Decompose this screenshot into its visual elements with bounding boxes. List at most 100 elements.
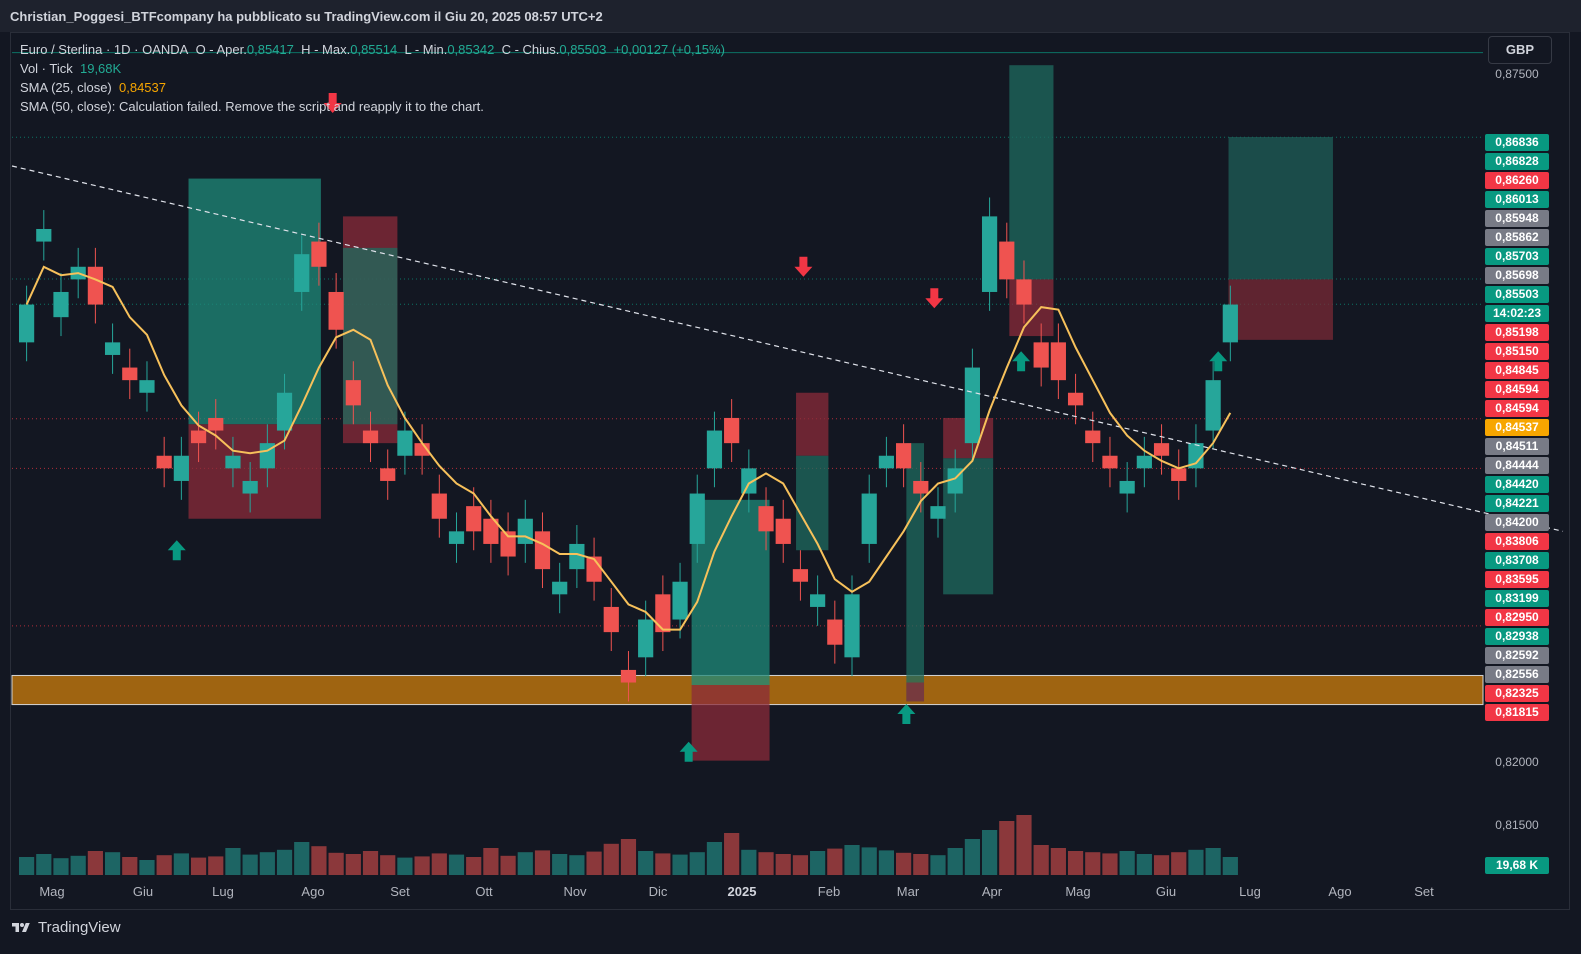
volume-bar <box>1085 852 1101 875</box>
x-tick-label: Set <box>390 884 410 899</box>
candle-body <box>156 455 172 469</box>
x-tick-label: Nov <box>563 884 587 899</box>
price-label: 0,85703 <box>1485 248 1549 265</box>
sma25-line <box>25 265 1232 631</box>
trade-box <box>691 685 770 761</box>
volume-bar <box>1205 848 1221 875</box>
candle-body <box>878 455 895 469</box>
candle-body <box>758 506 774 532</box>
arrow-down-icon <box>925 288 944 309</box>
candle-body <box>397 430 413 456</box>
volume-bar <box>190 857 207 875</box>
candle-body <box>1205 380 1221 431</box>
volume-bar <box>328 852 344 875</box>
volume-bar <box>724 833 740 875</box>
volume-bar <box>878 850 895 875</box>
x-tick-label: Feb <box>817 884 841 899</box>
candle-body <box>1119 480 1135 494</box>
candle-body <box>1222 304 1238 343</box>
price-label: 0,84420 <box>1485 476 1549 493</box>
candle-body <box>999 241 1015 280</box>
trade-box <box>1009 65 1054 280</box>
candle-body <box>741 468 757 494</box>
trade-box <box>188 178 321 425</box>
price-label: 0,82950 <box>1485 609 1549 626</box>
price-label: 0,85503 <box>1485 286 1549 303</box>
candle-body <box>1033 342 1049 368</box>
volume-bar <box>225 848 241 875</box>
volume-bar <box>104 852 121 875</box>
candle-body <box>930 506 946 519</box>
price-label: 0,83199 <box>1485 590 1549 607</box>
arrow-down-icon <box>794 256 813 277</box>
x-tick-label: Giu <box>1155 884 1177 899</box>
candle-body <box>87 266 103 305</box>
volume-bar <box>1188 849 1204 875</box>
candle-body <box>655 594 671 633</box>
candle-body <box>173 455 189 481</box>
footer-bar: TradingView <box>0 910 1581 954</box>
volume-bar <box>276 849 293 875</box>
price-label: 0,82556 <box>1485 666 1549 683</box>
candle-body <box>810 594 826 607</box>
trade-box <box>906 682 925 702</box>
price-label: 0,84537 <box>1485 419 1549 436</box>
x-tick-label: Lug <box>212 884 234 899</box>
candle-body <box>534 531 551 570</box>
legend-sma25-label: SMA (25, close) <box>20 80 112 95</box>
chart-legend: Euro / Sterlina · 1D · OANDA O - Aper.0,… <box>20 40 725 116</box>
currency-button[interactable]: GBP <box>1488 36 1552 64</box>
volume-bar <box>586 851 602 875</box>
candle-body <box>1153 443 1170 456</box>
arrow-up-icon <box>679 741 698 762</box>
candle-body <box>242 480 258 494</box>
price-label: 14:02:23 <box>1485 305 1549 322</box>
legend-symbol[interactable]: Euro / Sterlina · 1D · OANDA <box>20 42 189 57</box>
candle-body <box>276 392 293 431</box>
volume-bar <box>930 855 946 875</box>
trade-box <box>1228 279 1333 340</box>
candle-body <box>500 531 516 557</box>
volume-bar <box>380 855 396 875</box>
price-label: 0,86013 <box>1485 191 1549 208</box>
x-tick-label: Ott <box>475 884 493 899</box>
volume-bar <box>362 851 379 875</box>
arrow-down-icon <box>323 92 342 113</box>
volume-bar <box>792 855 809 875</box>
volume-bar <box>758 852 774 875</box>
volume-bar <box>603 843 619 875</box>
legend-change: +0,00127 (+0,15%) <box>613 42 725 57</box>
publish-bar: Christian_Poggesi_BTFcompany ha pubblica… <box>0 0 1581 32</box>
candle-body <box>706 430 723 469</box>
candle-body <box>1136 455 1152 469</box>
arrow-up-icon <box>167 540 186 561</box>
candle-body <box>1171 468 1187 481</box>
tradingview-brand[interactable]: TradingView <box>10 919 121 936</box>
price-label: 0,84594 <box>1485 400 1549 417</box>
legend-sma50-row[interactable]: SMA (50, close): Calculation failed. Rem… <box>20 97 725 116</box>
candle-body <box>190 430 207 444</box>
trade-box <box>906 443 925 702</box>
legend-volume-row[interactable]: Vol · Tick 19,68K <box>20 59 725 78</box>
candle-body <box>483 518 499 544</box>
volume-bar <box>689 852 705 875</box>
candle-body <box>1050 342 1066 381</box>
legend-ohlc-row: Euro / Sterlina · 1D · OANDA O - Aper.0,… <box>20 40 725 59</box>
arrow-up-icon <box>1012 351 1031 372</box>
candle-body <box>19 304 35 343</box>
volume-bar <box>70 855 86 875</box>
legend-open-value: 0,85417 <box>246 42 294 57</box>
candle-body <box>620 669 637 683</box>
legend-close-label: C - Chius. <box>501 42 560 57</box>
legend-volume-label: Vol · Tick <box>20 61 73 76</box>
volume-bar <box>1033 845 1049 875</box>
trendline <box>11 165 1564 532</box>
candle-body <box>1085 430 1101 444</box>
volume-bar <box>87 851 103 875</box>
x-tick-label: Mag <box>1065 884 1091 899</box>
volume-bar <box>569 855 585 875</box>
y-tick-label: 0,82000 <box>1495 755 1539 769</box>
legend-sma25-row[interactable]: SMA (25, close) 0,84537 <box>20 78 725 97</box>
candle-body <box>672 581 688 620</box>
